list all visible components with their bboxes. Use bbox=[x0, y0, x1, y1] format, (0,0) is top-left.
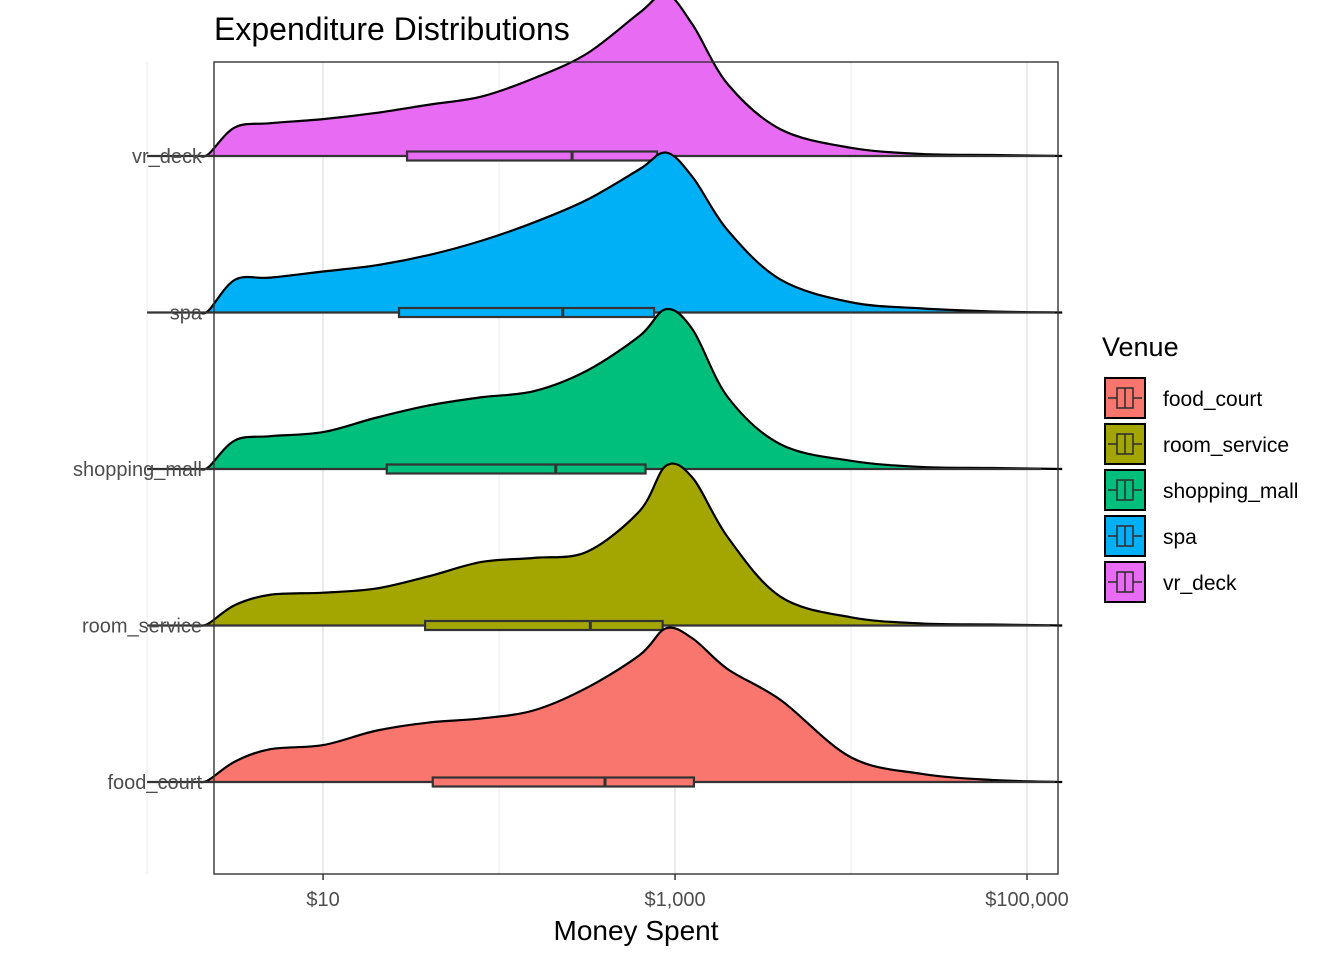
chart-title: Expenditure Distributions bbox=[214, 11, 570, 47]
density-fill-spa bbox=[199, 152, 1063, 314]
y-tick-label: food_court bbox=[107, 772, 202, 794]
box-iqr-room_service bbox=[424, 619, 664, 632]
legend-label-shopping_mall: shopping_mall bbox=[1163, 480, 1298, 503]
box-iqr-food_court bbox=[431, 776, 696, 788]
density-fill-room_service bbox=[199, 463, 1063, 626]
legend: Venue food_court room_service shopping_mal… bbox=[1102, 332, 1298, 603]
density-outline-shopping_mall bbox=[199, 307, 1063, 471]
plot-area: food_court room_service shopping_mall spa vr… bbox=[73, 0, 1069, 911]
density-outline-vr_deck bbox=[199, 0, 1063, 158]
box-iqr-shopping_mall bbox=[385, 463, 647, 475]
plot-border bbox=[213, 61, 1059, 875]
density-fill-shopping_mall bbox=[199, 309, 1063, 470]
y-tick-label: vr_deck bbox=[132, 146, 203, 168]
box-iqr-spa bbox=[397, 306, 656, 319]
density-fill-food_court bbox=[199, 627, 1063, 783]
x-axis-title: Money Spent bbox=[554, 915, 719, 946]
x-tick-label: $100,000 bbox=[985, 889, 1068, 911]
y-tick-label: shopping_mall bbox=[73, 459, 202, 481]
legend-label-food_court: food_court bbox=[1163, 388, 1262, 411]
legend-label-vr_deck: vr_deck bbox=[1163, 572, 1237, 595]
density-outline-spa bbox=[199, 151, 1063, 315]
density-outline-food_court bbox=[199, 626, 1063, 784]
y-tick-label: spa bbox=[170, 303, 203, 325]
density-fill-vr_deck bbox=[199, 0, 1063, 157]
legend-label-spa: spa bbox=[1163, 526, 1197, 549]
y-tick-label: room_service bbox=[82, 616, 202, 638]
legend-title: Venue bbox=[1102, 332, 1179, 362]
legend-label-room_service: room_service bbox=[1163, 434, 1289, 457]
box-iqr-vr_deck bbox=[405, 150, 659, 162]
density-outline-room_service bbox=[199, 462, 1063, 627]
x-tick-label: $10 bbox=[306, 889, 339, 911]
x-tick-label: $1,000 bbox=[644, 889, 705, 911]
